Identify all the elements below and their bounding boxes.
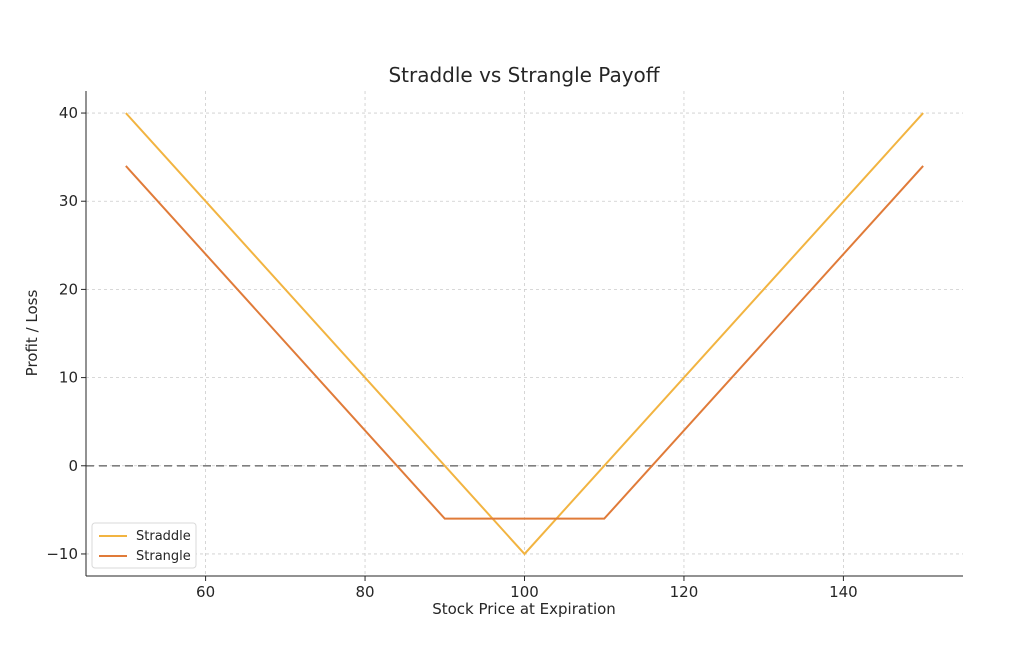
x-tick-label: 120: [670, 583, 699, 601]
series-line-strangle: [125, 165, 924, 520]
x-tick-label: 60: [196, 583, 215, 601]
y-tick-label: −10: [46, 545, 78, 563]
x-tick-label: 100: [510, 583, 539, 601]
y-tick-label: 0: [68, 457, 78, 475]
series-lines: [125, 112, 924, 556]
x-tick-label: 140: [829, 583, 858, 601]
ticks: 60 80 100 120 140 −10 0 10 20 30 40: [46, 104, 857, 601]
chart-title: Straddle vs Strangle Payoff: [388, 63, 660, 87]
y-tick-label: 40: [59, 104, 78, 122]
legend-label-straddle: Straddle: [136, 529, 191, 544]
legend: Straddle Strangle: [91, 522, 197, 569]
series-line-straddle: [125, 112, 924, 556]
y-tick-label: 20: [59, 280, 78, 298]
y-axis-label: Profit / Loss: [23, 290, 41, 377]
y-tick-label: 10: [59, 369, 78, 387]
legend-label-strangle: Strangle: [136, 549, 191, 564]
y-tick-label: 30: [59, 192, 78, 210]
grid: [86, 91, 963, 576]
x-tick-label: 80: [355, 583, 374, 601]
x-axis-label: Stock Price at Expiration: [432, 600, 616, 618]
